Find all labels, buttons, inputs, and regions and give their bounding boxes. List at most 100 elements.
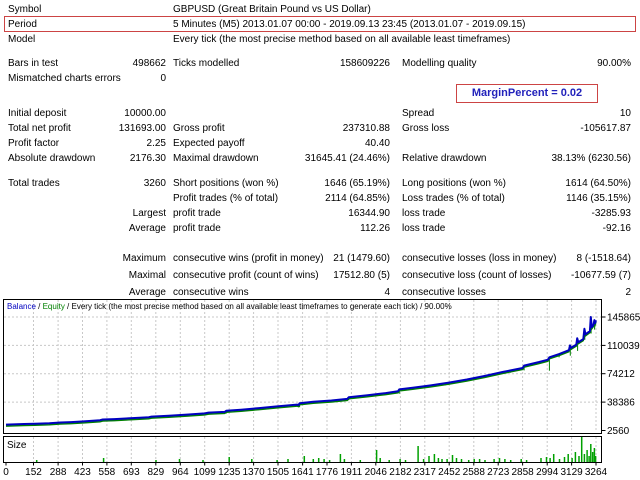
stat-value: -105617.87 [580,123,631,134]
x-axis-label: 1776 [316,467,339,478]
stat-value: 498662 [132,58,166,69]
stat-value: 3260 [143,178,166,189]
margin-percent-note: MarginPercent = 0.02 [456,84,598,103]
stat-label: Mismatched charts errors [8,73,121,84]
x-axis-label: 1505 [267,467,290,478]
stat-value: 31645.41 (24.46%) [304,153,390,164]
stat-value: 1646 (65.19%) [324,178,390,189]
y-axis-label: 145865 [607,313,640,324]
stat-label: Long positions (won %) [402,178,506,189]
stat-value: -92.16 [602,223,631,234]
stat-qualifier: Largest [132,208,166,219]
stat-value-wide: Every tick (the most precise method base… [173,34,511,45]
x-axis-label: 1641 [291,467,314,478]
stat-label: consecutive profit (count of wins) [173,270,319,281]
size-pane-label: Size [7,440,27,451]
x-axis-label: 2452 [438,467,461,478]
stat-label: Expected payoff [173,138,245,149]
stats-row: Period 5 Minutes (M5) 2013.01.07 00:00 - … [0,19,640,32]
stat-label: Modelling quality [402,58,477,69]
x-axis-label: 964 [172,467,189,478]
y-axis-label: 2560 [607,426,630,437]
stat-label: Relative drawdown [402,153,487,164]
stat-qualifier: Maximum [122,253,166,264]
x-axis-label: 2723 [487,467,510,478]
stat-label: Profit trades (% of total) [173,193,279,204]
x-axis-label: 1370 [242,467,265,478]
stats-row: Total trades 3260 Short positions (won %) 1… [0,178,640,191]
x-axis-label: 1235 [218,467,241,478]
stats-row: Profit factor 2.25 Expected payoff 40.40 [0,138,640,151]
stats-row: Maximum consecutive wins (profit in money… [0,253,640,266]
stat-value: 90.00% [597,58,631,69]
stat-value: 17512.80 (5) [333,270,390,281]
stat-label: consecutive losses (loss in money) [402,253,557,264]
stat-label: profit trade [173,223,221,234]
stat-label: Loss trades (% of total) [402,193,505,204]
equity-line [5,318,597,427]
x-axis-label: 3264 [585,467,608,478]
stat-label: consecutive losses [402,287,486,298]
y-axis-label: 74212 [607,369,635,380]
stat-value: 2 [625,287,631,298]
x-axis-label: 1099 [194,467,217,478]
stat-value: 8 (-1518.64) [576,253,631,264]
stat-value: 158609226 [339,58,390,69]
stats-row: Profit trades (% of total) 2114 (64.85%) L… [0,193,640,206]
stats-row: Average consecutive wins 4 consecutive loss… [0,287,640,300]
stat-value: 10000.00 [124,108,166,119]
stat-value: 131693.00 [118,123,166,134]
stat-qualifier: Average [128,287,166,298]
stat-label: Gross profit [173,123,225,134]
x-axis-label: 2317 [414,467,437,478]
stat-label: Total net profit [8,123,71,134]
stat-value: 10 [619,108,631,119]
stat-value: 40.40 [364,138,390,149]
stat-value: -10677.59 (7) [570,270,631,281]
stat-label: consecutive loss (count of losses) [402,270,552,281]
stat-value-wide: 5 Minutes (M5) 2013.01.07 00:00 - 2019.0… [173,19,526,30]
x-axis-label: 2994 [536,467,559,478]
stats-row: Absolute drawdown 2176.30 Maximal drawdown… [0,153,640,166]
stat-value: 0 [160,73,166,84]
stat-label: Absolute drawdown [8,153,96,164]
stat-value: 38.13% (6230.56) [551,153,631,164]
x-axis-label: 423 [74,467,91,478]
stat-value: 2.25 [146,138,166,149]
stat-value: 1146 (35.15%) [566,193,631,204]
stat-value: 2114 (64.85%) [325,193,390,204]
stat-label: Total trades [8,178,60,189]
stat-value: 2176.30 [129,153,166,164]
stat-label: Initial deposit [8,108,67,119]
stats-row: Total net profit 131693.00 Gross profit 237… [0,123,640,136]
stat-value-wide: GBPUSD (Great Britain Pound vs US Dollar… [173,4,371,15]
stat-value: -3285.93 [591,208,631,219]
stat-label: Bars in test [8,58,59,69]
stats-row: Symbol GBPUSD (Great Britain Pound vs US … [0,4,640,17]
stat-label: consecutive wins [173,287,249,298]
stat-value: 1614 (64.50%) [565,178,631,189]
stat-label: Model [8,34,36,45]
x-axis-label: 2588 [463,467,486,478]
stat-value: 16344.90 [348,208,390,219]
balance-line [5,316,597,426]
period-highlight-box [4,16,636,32]
y-axis-label: 38386 [607,398,635,409]
stat-label: Maximal drawdown [173,153,259,164]
x-axis-label: 1911 [341,467,363,478]
stat-value: 237310.88 [342,123,390,134]
stats-row: Mismatched charts errors 0 [0,73,640,86]
x-axis-label: 829 [147,467,164,478]
stat-label: Symbol [8,4,42,15]
stat-label: Gross loss [402,123,450,134]
stat-label: Profit factor [8,138,60,149]
x-axis-label: 2858 [511,467,534,478]
stats-row: Bars in test 498662 Ticks modelled 15860922… [0,58,640,71]
stat-label: loss trade [402,208,446,219]
stats-row: Initial deposit 10000.00 Spread 10 [0,108,640,121]
stat-label: Spread [402,108,435,119]
x-axis-label: 152 [25,467,42,478]
stat-label: Ticks modelled [173,58,240,69]
x-axis-label: 693 [123,467,140,478]
